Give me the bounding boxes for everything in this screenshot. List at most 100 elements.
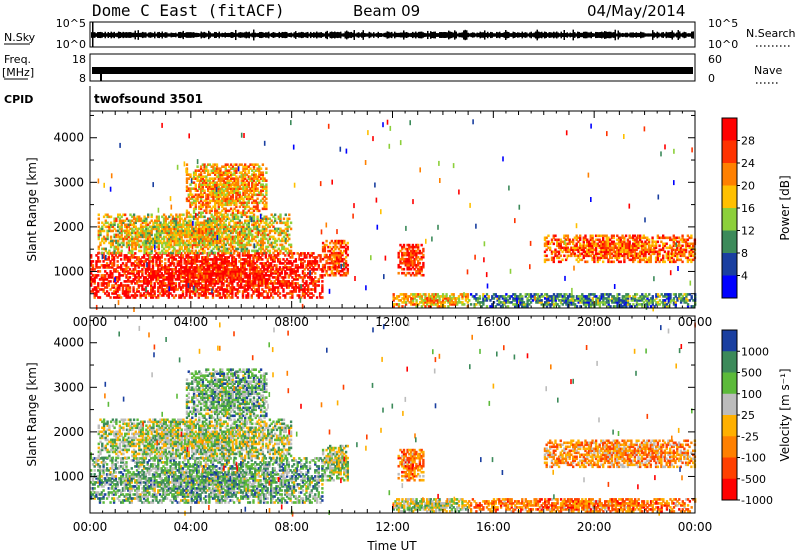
heatmap-cell [112,264,116,267]
heatmap-cell [128,290,132,293]
heatmap-cell [167,282,170,285]
heatmap-cell [212,187,215,191]
heatmap-cell [208,231,212,235]
heatmap-cell [222,181,226,185]
heatmap-cell [168,229,171,233]
heatmap-cell [232,258,236,261]
heatmap-cell [199,207,203,211]
heatmap-cell [346,267,349,271]
heatmap-cell [125,262,128,265]
heatmap-cell [301,290,305,293]
heatmap-cell [129,221,132,225]
heatmap-cell [294,270,298,273]
heatmap-cell [291,252,294,255]
heatmap-cell [123,268,126,271]
heatmap-cell [261,274,264,277]
heatmap-cell [280,286,283,289]
heatmap-cell [215,225,219,229]
heatmap-cell [105,262,109,265]
heatmap-cell [212,231,215,235]
heatmap-cell [233,229,236,233]
heatmap-cell [278,262,282,265]
heatmap-cell [122,229,125,233]
heatmap-cell [237,239,240,243]
heatmap-cell [205,207,208,211]
heatmap-cell [202,260,206,263]
heatmap-cell [169,286,172,289]
heatmap-cell [208,187,212,191]
heatmap-cell [214,221,217,225]
heatmap-cell [116,284,119,287]
heatmap-cell [212,227,215,231]
heatmap-cell [208,258,211,261]
heatmap-cell [164,284,167,287]
heatmap-cell [321,274,324,277]
heatmap-cell [203,163,206,167]
heatmap-cell [164,272,167,275]
heatmap-cell [205,227,208,231]
heatmap-cell [221,185,224,189]
heatmap-cell [233,223,236,227]
heatmap-cell [187,290,190,293]
heatmap-cell [153,276,156,279]
heatmap-cell [136,233,139,237]
heatmap-cell [102,237,106,241]
heatmap-cell [97,256,100,259]
heatmap-cell [252,235,256,239]
heatmap-cell [194,292,197,295]
heatmap-cell [222,231,226,235]
heatmap-cell [150,239,153,243]
heatmap-cell [203,227,206,231]
heatmap-cell [177,239,180,243]
heatmap-cell [190,258,193,261]
heatmap-cell [226,213,229,217]
heatmap-cell [189,249,192,253]
heatmap-cell [235,213,238,217]
heatmap-cell [281,243,284,247]
heatmap-cell [219,213,222,217]
heatmap-cell [270,272,273,275]
heatmap-cell [284,266,287,269]
heatmap-cell [194,241,197,245]
heatmap-cell [180,213,183,217]
heatmap-cell [100,274,103,277]
heatmap-cell [257,254,260,257]
heatmap-cell [125,223,129,227]
heatmap-cell [222,251,226,255]
heatmap-cell [212,239,215,243]
heatmap-cell [218,280,222,283]
heatmap-cell [237,237,240,241]
heatmap-cell [215,268,218,271]
heatmap-cell [171,288,174,291]
heatmap-cell [141,288,144,291]
heatmap-cell [234,258,238,261]
heatmap-cell [102,241,106,245]
heatmap-cell [227,294,230,297]
heatmap-cell [261,247,265,251]
heatmap-cell [254,274,257,277]
heatmap-cell [105,264,109,267]
heatmap-cell [301,270,305,273]
heatmap-cell [286,247,289,251]
heatmap-cell [210,274,213,277]
heatmap-cell [217,264,220,267]
heatmap-cell [150,247,153,251]
heatmap-cell [212,183,215,187]
heatmap-cell [199,278,202,281]
heatmap-cell [289,252,292,255]
heatmap-cell [155,229,159,233]
heatmap-cell [183,274,186,277]
heatmap-cell [217,266,220,269]
heatmap-cell [177,233,180,237]
heatmap-cell [164,276,167,279]
heatmap-cell [190,264,193,267]
heatmap-cell [158,262,162,265]
heatmap-cell [199,231,203,235]
heatmap-cell [212,251,215,255]
heatmap-cell [178,217,182,221]
heatmap-cell [181,254,185,257]
heatmap-cell [346,245,349,249]
heatmap-cell [102,278,105,281]
heatmap-cell [107,258,110,261]
heatmap-cell [188,282,192,285]
